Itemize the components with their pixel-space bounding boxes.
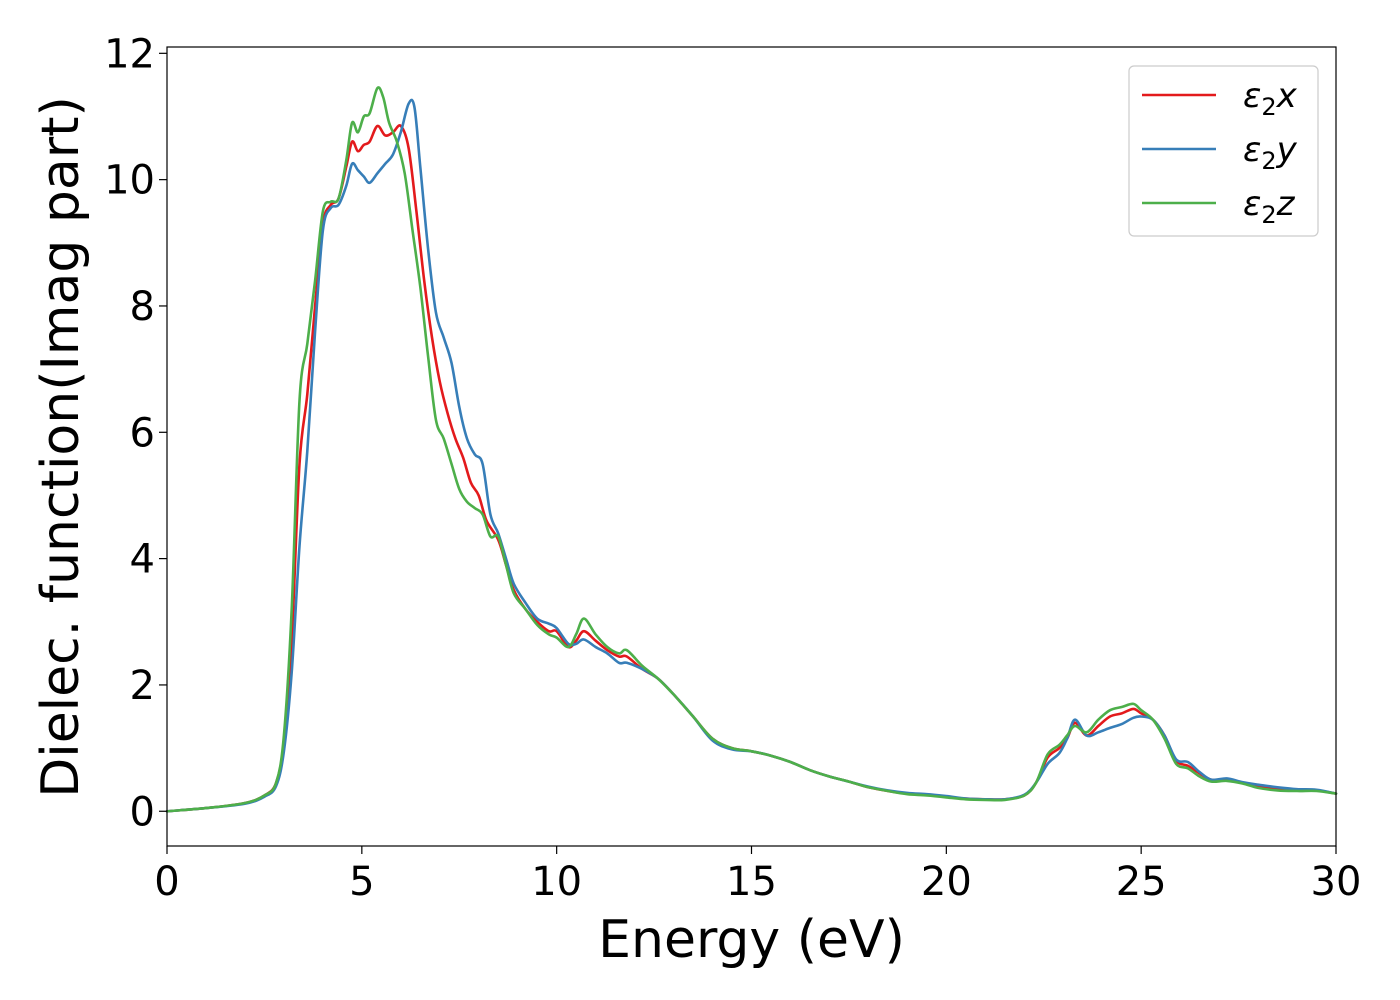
y-tick-label: 8 bbox=[130, 284, 155, 330]
series-line-z bbox=[165, 86, 1338, 813]
y-tick-label: 6 bbox=[130, 410, 155, 456]
legend: ε2x ε2y ε2z bbox=[1128, 65, 1319, 237]
x-tick-label: 15 bbox=[726, 859, 777, 905]
legend-box bbox=[1128, 65, 1319, 237]
x-tick-label: 20 bbox=[921, 859, 972, 905]
x-tick-label: 10 bbox=[531, 859, 582, 905]
y-tick-label: 10 bbox=[104, 158, 155, 204]
series-line-x bbox=[165, 124, 1338, 813]
legend-label-z: ε2z bbox=[1243, 184, 1296, 229]
y-axis: 0 2 4 6 8 10 12 bbox=[104, 31, 167, 835]
x-tick-label: 25 bbox=[1116, 859, 1167, 905]
x-tick-label: 5 bbox=[349, 859, 374, 905]
legend-label-x: ε2x bbox=[1243, 76, 1298, 121]
y-tick-label: 4 bbox=[130, 537, 155, 583]
series-line-y bbox=[165, 98, 1338, 813]
series-lines bbox=[165, 86, 1338, 813]
x-axis-label: Energy (eV) bbox=[598, 910, 905, 970]
y-tick-label: 0 bbox=[130, 789, 155, 835]
y-axis-label: Dielec. function(Imag part) bbox=[31, 96, 91, 798]
x-axis: 0 5 10 15 20 25 30 bbox=[154, 846, 1361, 905]
y-tick-label: 2 bbox=[130, 663, 155, 709]
x-tick-label: 0 bbox=[154, 859, 179, 905]
legend-label-y: ε2y bbox=[1243, 130, 1298, 175]
x-tick-label: 30 bbox=[1311, 859, 1362, 905]
y-tick-label: 12 bbox=[104, 31, 155, 77]
